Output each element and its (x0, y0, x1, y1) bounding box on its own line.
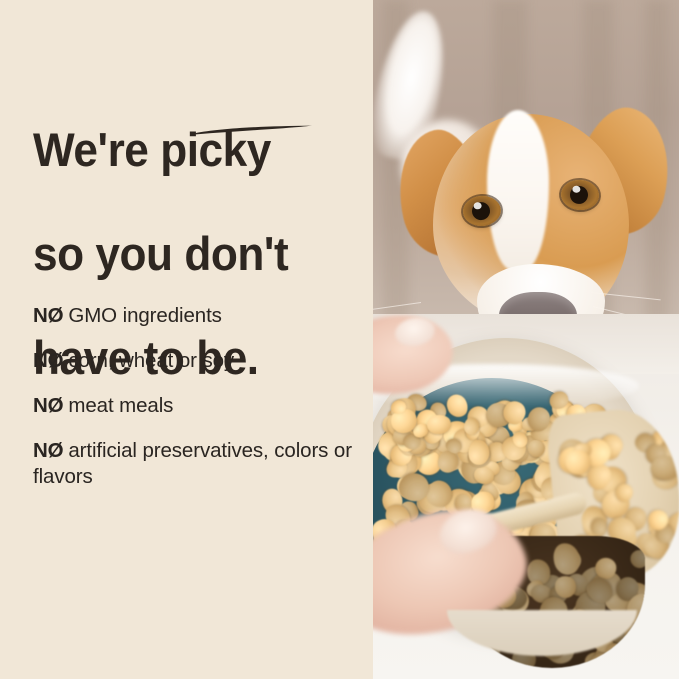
claim-text-1: corn, wheat or soy (68, 349, 235, 372)
kibble-bowl-photo (373, 314, 679, 679)
no-badge-3: NØ (33, 439, 64, 462)
list-item: NØ artificial preservatives, colors or fl… (33, 438, 363, 490)
dog-head (373, 96, 679, 322)
claim-text-3: artificial preservatives, colors or flav… (33, 439, 352, 488)
claims-list: NØ GMO ingredients NØ corn, wheat or soy N… (33, 303, 363, 490)
headline-line-2: so you don't (33, 227, 289, 280)
claim-text-0: GMO ingredients (68, 304, 222, 327)
headline-line-1: We're picky (33, 123, 271, 176)
no-badge-2: NØ (33, 394, 64, 417)
right-photo-panel (373, 0, 679, 679)
claim-text-2: meat meals (68, 394, 174, 417)
no-badge-1: NØ (33, 349, 64, 372)
list-item: NØ GMO ingredients (33, 303, 363, 329)
left-text-panel: We're picky so you don't have to be. NØ G… (33, 123, 363, 490)
list-item: NØ meat meals (33, 393, 363, 419)
list-item: NØ corn, wheat or soy (33, 348, 363, 374)
dog-photo (373, 0, 679, 322)
no-badge-0: NØ (33, 304, 64, 327)
headline-line-3: have to be. (33, 331, 259, 384)
